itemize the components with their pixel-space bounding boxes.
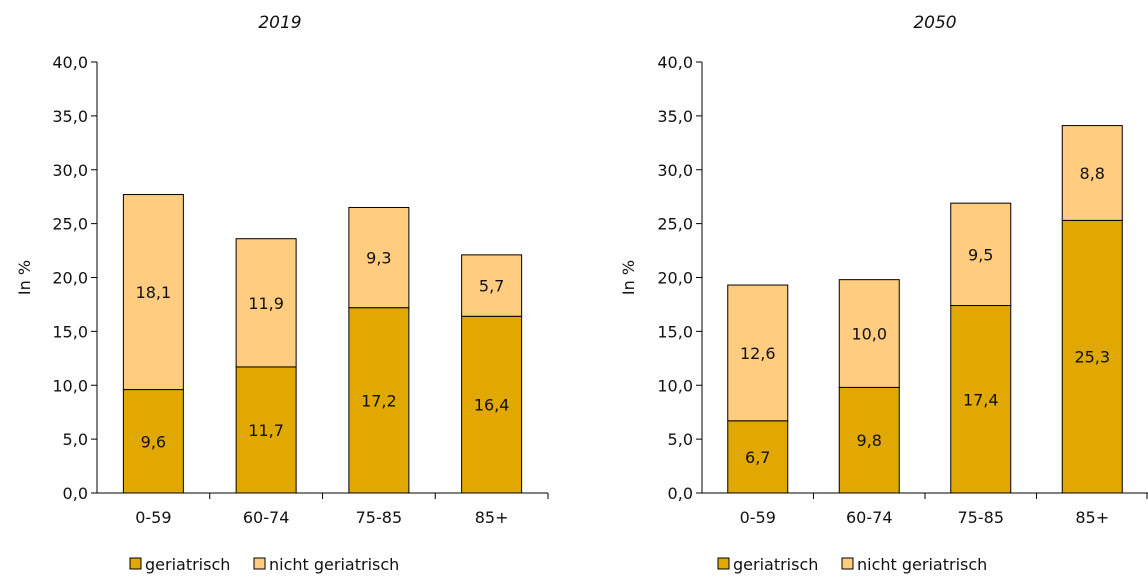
bar-nicht-geriatrisch (461, 254, 523, 317)
legend-swatch-geriatrisch (129, 557, 142, 570)
legend-swatch-nicht-geriatrisch (841, 557, 854, 570)
legend-label: geriatrisch (145, 555, 230, 574)
y-tick-label: 15,0 (52, 322, 88, 341)
data-label: 11,9 (248, 294, 284, 313)
bar-nicht-geriatrisch (838, 279, 900, 388)
bar-geriatrisch (348, 307, 410, 494)
y-tick-label: 10,0 (52, 376, 88, 395)
data-label: 12,6 (740, 344, 776, 363)
bar-nicht-geriatrisch (348, 206, 410, 309)
data-label: 25,3 (1074, 348, 1110, 367)
x-tick-label: 60-74 (846, 508, 893, 527)
x-tick-label: 0-59 (740, 508, 776, 527)
bar-nicht-geriatrisch (727, 284, 789, 422)
chart-panel-2019: 2019 In % 0,0 5,0 10,0 15,0 20,0 25,0 30,0 35,0 40… (15, 13, 549, 574)
data-label: 10,0 (851, 325, 887, 344)
bar-geriatrisch (950, 305, 1012, 494)
legend-swatch-nicht-geriatrisch (253, 557, 266, 570)
bar-nicht-geriatrisch (950, 202, 1012, 307)
y-tick-label: 30,0 (657, 161, 693, 180)
y-tick-label: 35,0 (657, 107, 693, 126)
data-label: 11,7 (248, 421, 284, 440)
data-label: 9,5 (968, 245, 993, 264)
chart-title: 2019 (258, 13, 301, 33)
bar-geriatrisch (838, 386, 900, 494)
y-tick-label: 5,0 (63, 430, 88, 449)
y-tick-label: 35,0 (52, 107, 88, 126)
legend-label: nicht geriatrisch (857, 555, 987, 574)
y-axis-label: In % (15, 260, 34, 295)
data-label: 9,6 (141, 432, 166, 451)
legend-swatch-geriatrisch (717, 557, 730, 570)
x-tick-label: 75-85 (958, 508, 1005, 527)
legend-label: nicht geriatrisch (269, 555, 399, 574)
x-tick-label: 60-74 (243, 508, 290, 527)
bar-geriatrisch (1061, 219, 1123, 494)
data-label: 17,2 (361, 391, 397, 410)
chart-title: 2050 (913, 13, 956, 33)
data-label: 17,4 (963, 390, 999, 409)
y-tick-label: 20,0 (657, 269, 693, 288)
bar-nicht-geriatrisch (122, 194, 184, 391)
data-label: 5,7 (479, 277, 504, 296)
data-label: 16,4 (474, 396, 510, 415)
bar-geriatrisch (235, 366, 297, 494)
data-label: 9,8 (857, 431, 882, 450)
y-tick-label: 5,0 (668, 430, 693, 449)
y-axis-label: In % (619, 260, 638, 295)
y-tick-label: 0,0 (668, 484, 693, 503)
y-tick-label: 10,0 (657, 376, 693, 395)
legend-label: geriatrisch (733, 555, 818, 574)
y-tick-label: 15,0 (657, 322, 693, 341)
x-tick-label: 85+ (1075, 508, 1109, 527)
y-tick-label: 30,0 (52, 161, 88, 180)
data-label: 6,7 (745, 448, 770, 467)
bar-nicht-geriatrisch (1061, 125, 1123, 221)
x-tick-label: 0-59 (135, 508, 171, 527)
bar-geriatrisch (122, 389, 184, 494)
y-tick-label: 40,0 (52, 53, 88, 72)
bar-geriatrisch (727, 420, 789, 494)
y-tick-label: 40,0 (657, 53, 693, 72)
y-tick-label: 25,0 (657, 215, 693, 234)
x-tick-label: 75-85 (356, 508, 403, 527)
y-tick-label: 25,0 (52, 215, 88, 234)
chart-panel-2050: 2050 In % 0,0 5,0 10,0 15,0 20,0 25,0 30,0 35,0 40… (619, 13, 1148, 574)
data-label: 18,1 (136, 283, 172, 302)
data-label: 9,3 (366, 249, 391, 268)
y-tick-label: 20,0 (52, 269, 88, 288)
bar-nicht-geriatrisch (235, 238, 297, 368)
data-label: 8,8 (1080, 164, 1105, 183)
y-tick-label: 0,0 (63, 484, 88, 503)
x-tick-label: 85+ (475, 508, 509, 527)
